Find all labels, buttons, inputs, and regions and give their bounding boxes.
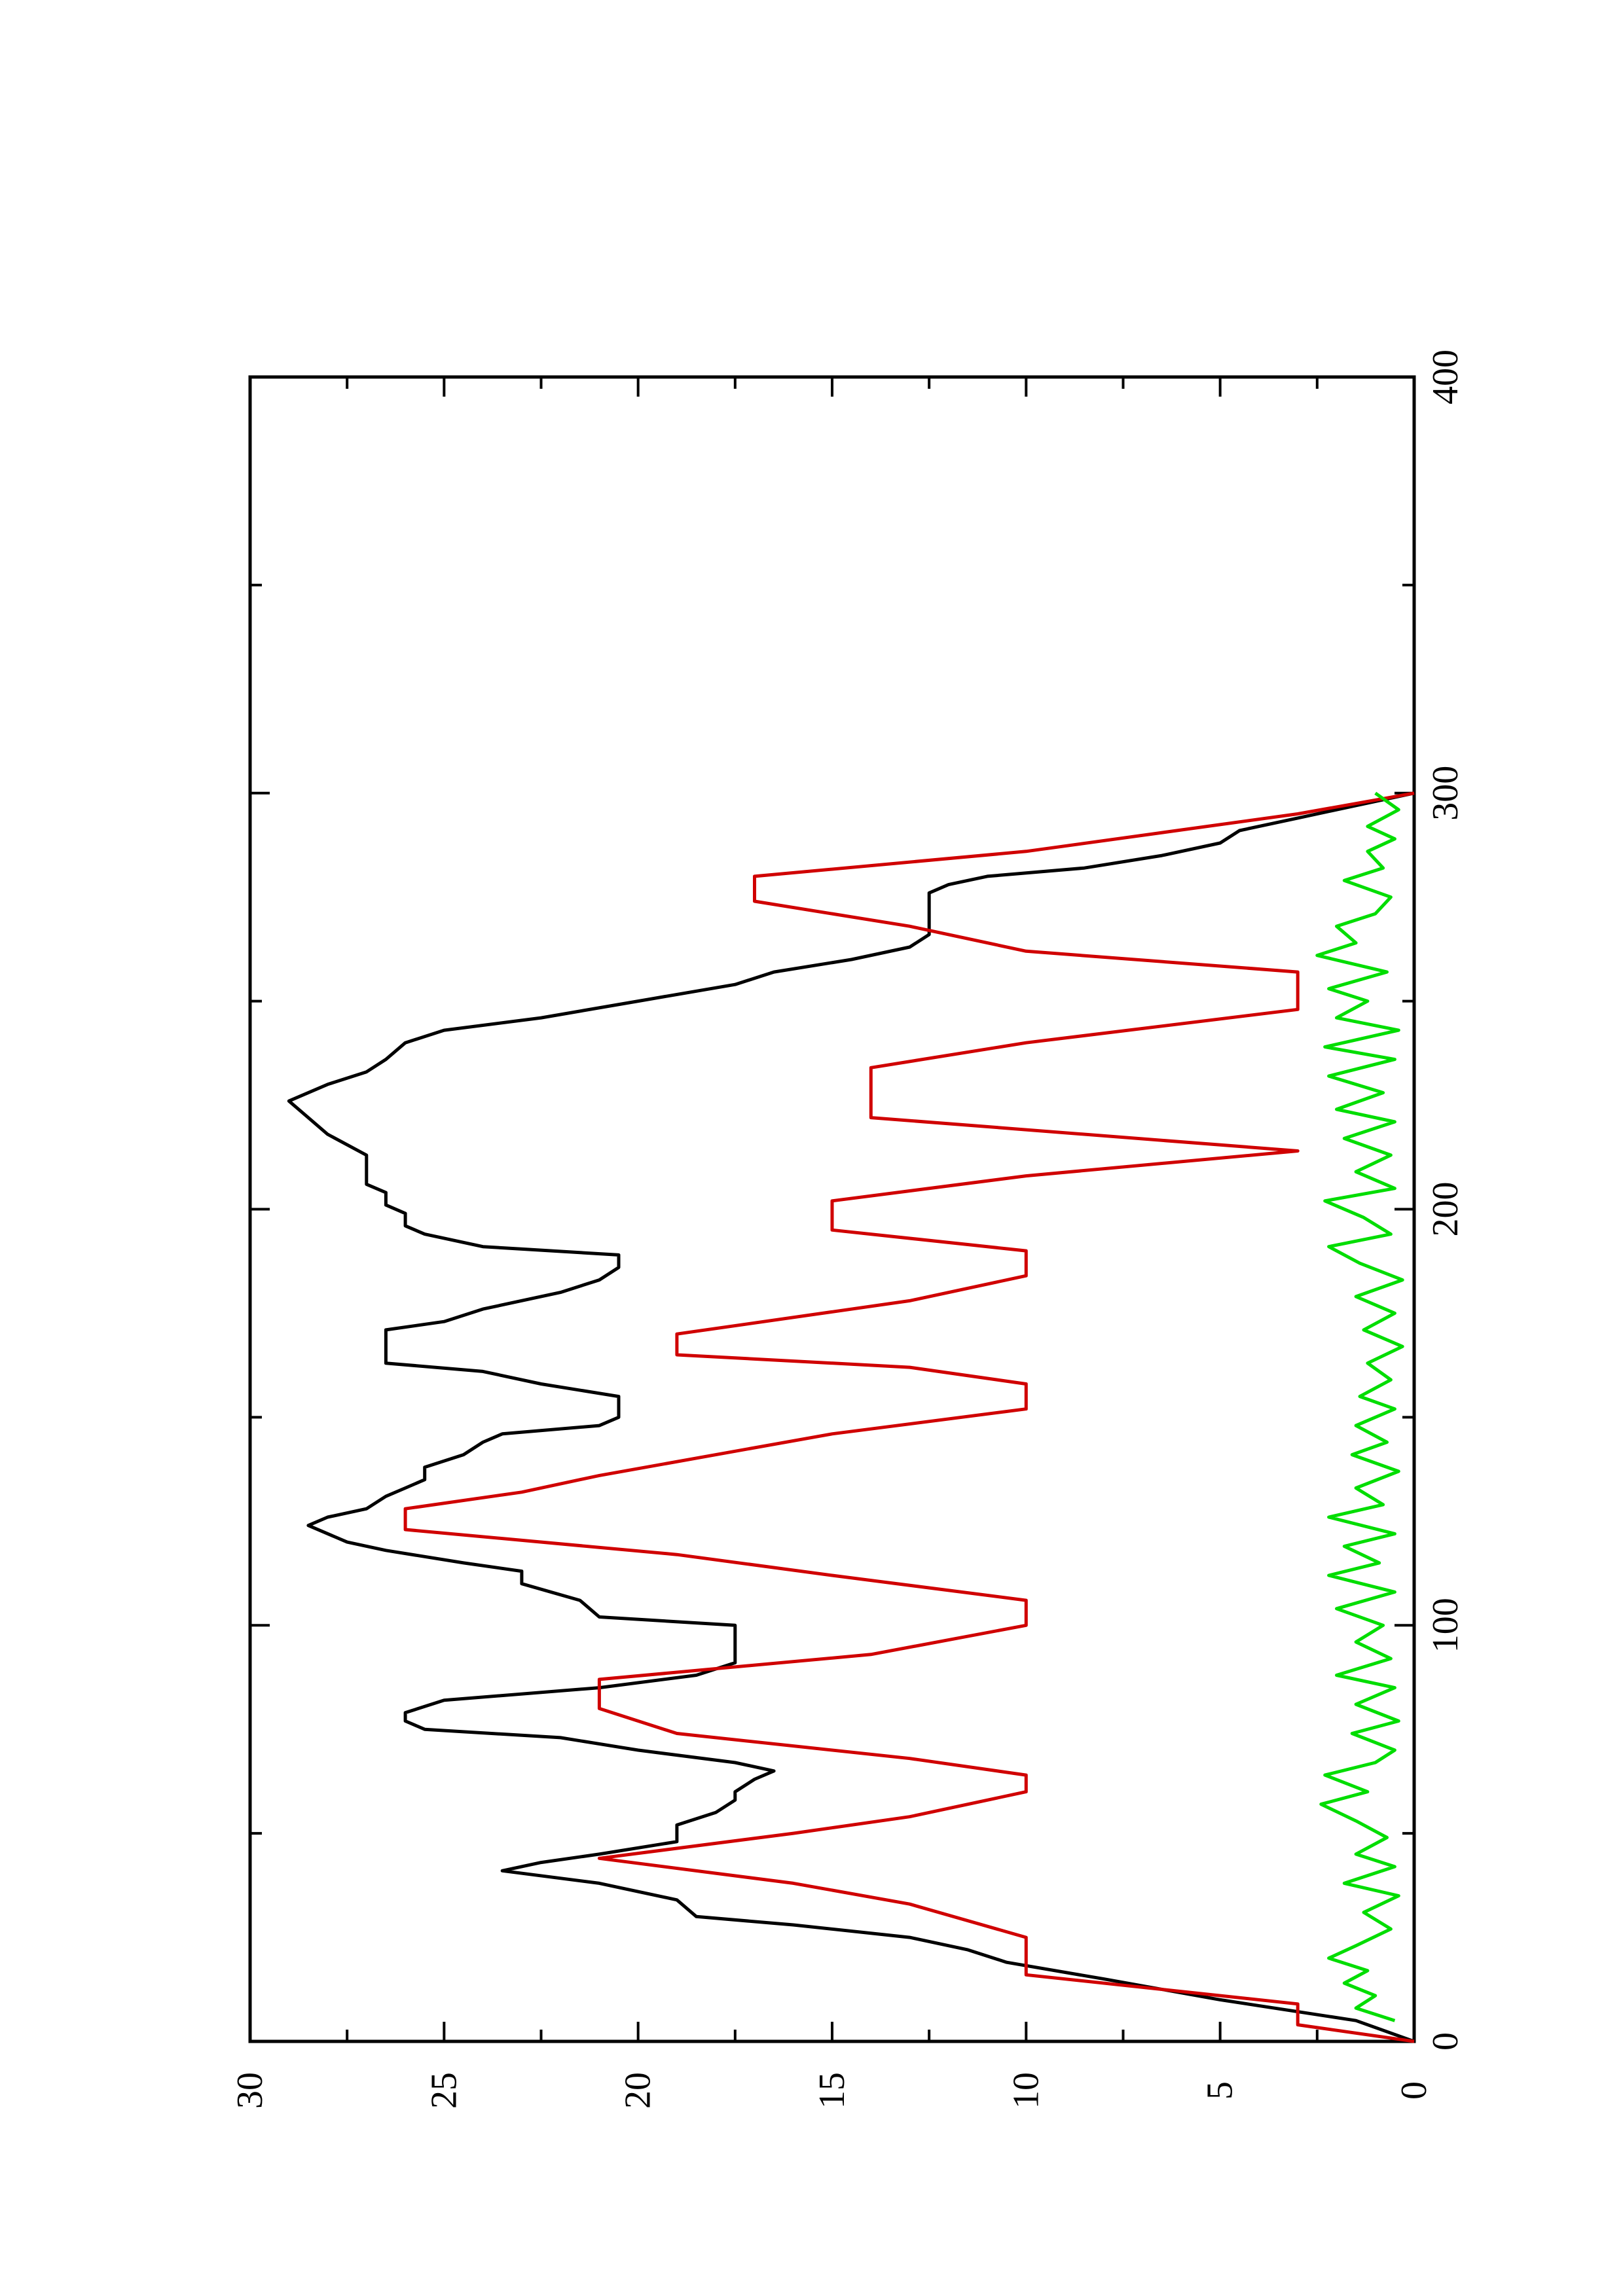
x-tick-label: 100: [1425, 1598, 1466, 1653]
series-line-2: [403, 791, 1415, 2043]
series-line-1: [287, 791, 1415, 2043]
axis-tick-labels: 0 100 200 300 400 0 5 10 15 20 25 30: [230, 350, 1466, 2109]
series-lines: [287, 791, 1415, 2043]
y-tick-label: 30: [230, 2072, 270, 2109]
axis-ticks: [249, 376, 1415, 2043]
x-tick-label: 0: [1425, 2032, 1466, 2051]
x-tick-label: 200: [1425, 1182, 1466, 1237]
y-tick-label: 20: [618, 2072, 659, 2109]
y-tick-label: 15: [812, 2072, 852, 2109]
y-tick-label: 5: [1200, 2081, 1241, 2100]
series-line-3: [1315, 791, 1404, 2022]
y-tick-label: 10: [1006, 2072, 1046, 2109]
x-tick-label: 300: [1425, 766, 1466, 821]
y-tick-label: 0: [1394, 2081, 1434, 2100]
x-tick-label: 400: [1425, 350, 1466, 404]
y-tick-label: 25: [424, 2072, 464, 2109]
